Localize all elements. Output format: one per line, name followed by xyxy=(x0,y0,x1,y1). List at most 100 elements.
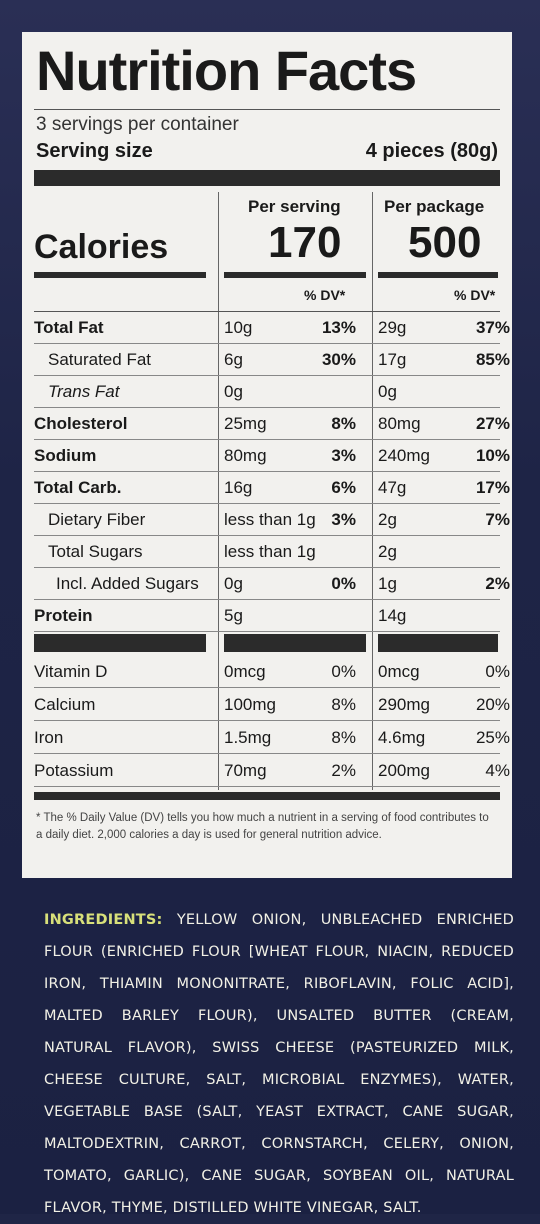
nutrient-row: Vitamin D 0mcg 0% 0mcg 0% xyxy=(34,656,510,688)
dv-per-serving: 3% xyxy=(331,510,356,529)
amount-per-serving: 100mg xyxy=(224,695,276,714)
dv-per-serving: 0% xyxy=(331,574,356,593)
dv-per-package: 20% xyxy=(475,695,510,714)
dv-per-serving: 0% xyxy=(331,662,356,681)
amount-per-serving: 6g xyxy=(224,350,243,369)
amount-per-serving: 80mg xyxy=(224,446,267,465)
nutrient-name: Trans Fat xyxy=(48,382,120,401)
dv-per-package: 0% xyxy=(485,662,510,681)
amount-per-serving: 0g xyxy=(224,382,243,401)
calories-bar xyxy=(224,272,366,278)
nutrient-name: Total Carb. xyxy=(34,478,122,497)
nutrient-name: Sodium xyxy=(34,446,97,465)
dv-header-package: % DV* xyxy=(454,287,496,303)
amount-per-package: 0g xyxy=(378,382,397,401)
dv-per-serving: 8% xyxy=(331,695,356,714)
row-divider xyxy=(34,343,500,344)
nutrient-name: Iron xyxy=(34,728,64,747)
nutrient-name: Cholesterol xyxy=(34,414,128,433)
servings-per-container: 3 servings per container xyxy=(36,114,239,135)
amount-per-package: 290mg xyxy=(378,695,430,714)
dv-per-serving: 30% xyxy=(321,350,356,369)
dv-per-serving: 3% xyxy=(331,446,356,465)
nutrient-name: Vitamin D xyxy=(34,662,108,681)
amount-per-package: 200mg xyxy=(378,761,430,780)
dv-per-serving: 6% xyxy=(331,478,356,497)
calories-per-package: 500 xyxy=(408,218,482,267)
thick-divider xyxy=(34,170,500,186)
per-serving-header: Per serving xyxy=(248,197,341,216)
nutrient-name: Total Sugars xyxy=(48,542,143,561)
dv-footnote: * The % Daily Value (DV) tells you how m… xyxy=(36,812,489,841)
amount-per-package: 17g xyxy=(378,350,407,369)
section-bar xyxy=(34,634,206,652)
dv-per-serving: 2% xyxy=(331,761,356,780)
label-title: Nutrition Facts xyxy=(36,39,417,102)
serving-size-label: Serving size xyxy=(36,140,153,162)
section-bar xyxy=(224,634,366,652)
nutrient-name: Total Fat xyxy=(34,318,104,337)
calories-bar xyxy=(34,272,206,278)
nutrient-name: Incl. Added Sugars xyxy=(56,574,199,593)
nutrient-name: Dietary Fiber xyxy=(48,510,146,529)
dv-per-package: 7% xyxy=(485,510,510,529)
amount-per-serving: 70mg xyxy=(224,761,267,780)
row-divider xyxy=(34,407,500,408)
amount-per-package: 4.6mg xyxy=(378,728,426,747)
dv-per-package: 4% xyxy=(485,761,510,780)
row-divider xyxy=(34,720,500,721)
per-package-header: Per package xyxy=(384,197,485,216)
thick-divider xyxy=(34,792,500,800)
dv-per-serving: 8% xyxy=(331,414,356,433)
nutrient-row: Trans Fat 0g 0g xyxy=(34,376,500,408)
calories-label: Calories xyxy=(34,228,169,266)
dv-per-package: 37% xyxy=(475,318,510,337)
amount-per-package: 2g xyxy=(378,542,397,561)
nutrient-row: Saturated Fat 6g 30% 17g 85% xyxy=(34,344,510,376)
ingredients-text: YELLOW ONION, UNBLEACHED ENRICHED FLOUR … xyxy=(44,912,515,1216)
row-divider xyxy=(34,631,500,632)
nutrient-row: Potassium 70mg 2% 200mg 4% xyxy=(34,755,510,787)
column-separator xyxy=(372,192,373,790)
amount-per-serving: 16g xyxy=(224,478,253,497)
dv-per-serving: 8% xyxy=(331,728,356,747)
row-divider xyxy=(34,599,500,600)
nutrient-name: Calcium xyxy=(34,695,96,714)
serving-size-value: 4 pieces (80g) xyxy=(365,140,498,162)
nutrient-row: Total Carb. 16g 6% 47g 17% xyxy=(34,472,510,504)
row-divider xyxy=(34,535,500,536)
amount-per-package: 14g xyxy=(378,606,407,625)
nutrient-name: Potassium xyxy=(34,761,114,780)
amount-per-serving: 5g xyxy=(224,606,243,625)
amount-per-serving: less than 1g xyxy=(224,510,316,529)
amount-per-serving: 1.5mg xyxy=(224,728,272,747)
amount-per-package: 240mg xyxy=(378,446,430,465)
nutrient-row: Incl. Added Sugars 0g 0% 1g 2% xyxy=(34,568,510,600)
row-divider xyxy=(34,375,500,376)
nutrient-row: Total Fat 10g 13% 29g 37% xyxy=(34,312,510,344)
nutrient-name: Saturated Fat xyxy=(48,350,152,369)
dv-per-package: 25% xyxy=(475,728,510,747)
nutrition-facts-label: Nutrition Facts 3 servings per container… xyxy=(22,32,512,878)
row-divider xyxy=(34,687,500,688)
nutrient-row: Cholesterol 25mg 8% 80mg 27% xyxy=(34,408,510,440)
row-divider xyxy=(34,786,500,787)
dv-header-serving: % DV* xyxy=(304,287,346,303)
nutrient-row: Sodium 80mg 3% 240mg 10% xyxy=(34,440,510,472)
dv-per-package: 17% xyxy=(475,478,510,497)
row-divider xyxy=(34,503,500,504)
column-separator xyxy=(218,192,219,790)
row-divider xyxy=(34,753,500,754)
section-bar xyxy=(378,634,498,652)
divider xyxy=(34,109,500,110)
amount-per-serving: 10g xyxy=(224,318,253,337)
amount-per-package: 47g xyxy=(378,478,407,497)
row-divider xyxy=(34,471,500,472)
dv-per-package: 27% xyxy=(475,414,510,433)
calories-per-serving: 170 xyxy=(268,218,342,267)
nutrient-row: Iron 1.5mg 8% 4.6mg 25% xyxy=(34,722,510,754)
dv-per-package: 2% xyxy=(485,574,510,593)
nutrient-row: Protein 5g 14g xyxy=(34,600,500,632)
amount-per-package: 29g xyxy=(378,318,407,337)
calories-bar xyxy=(378,272,498,278)
